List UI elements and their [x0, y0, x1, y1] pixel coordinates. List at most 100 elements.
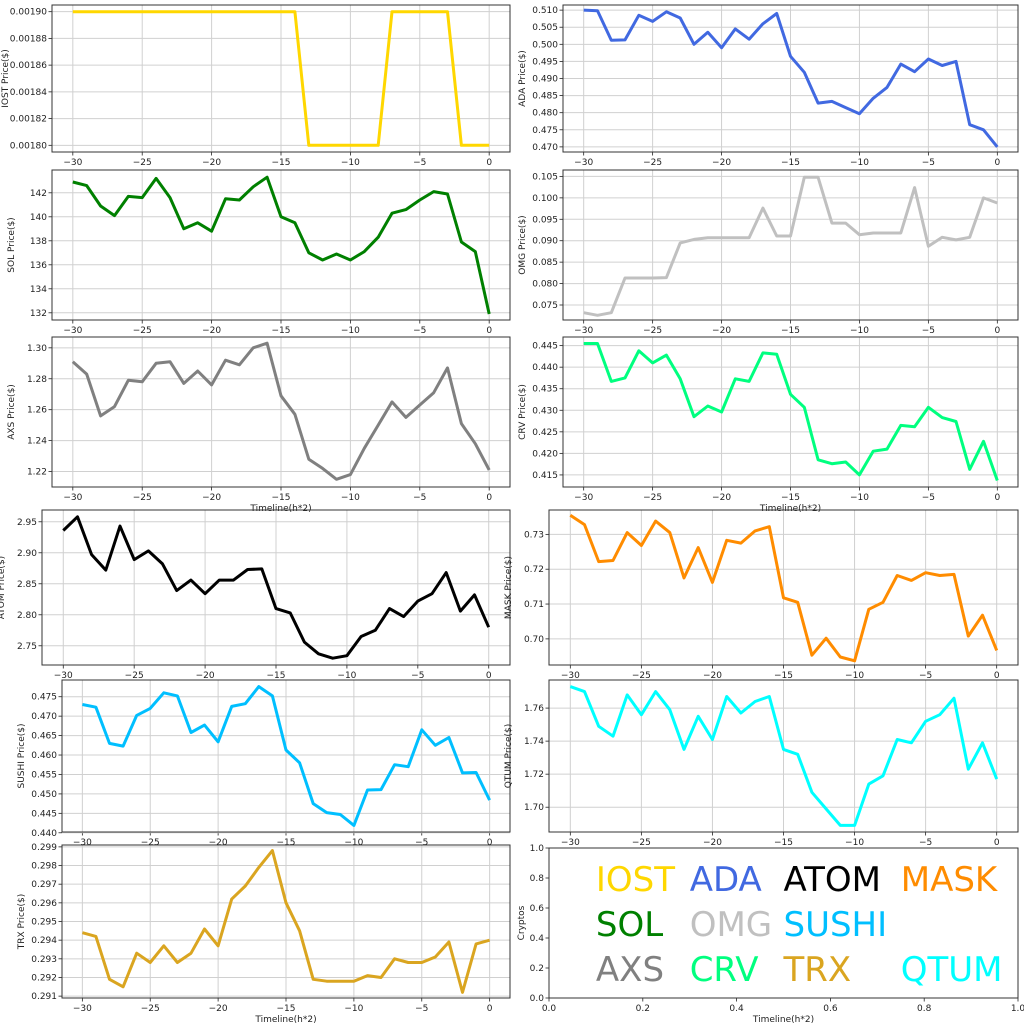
- x-tick-label: 0: [486, 671, 492, 681]
- y-tick-label: 0.455: [31, 770, 57, 780]
- x-tick-label: 1.0: [1011, 1004, 1024, 1014]
- x-tick-label: −5: [922, 158, 935, 168]
- y-tick-label: 138: [30, 237, 47, 247]
- x-tick-label: −10: [341, 326, 360, 336]
- x-tick-label: −25: [125, 671, 144, 681]
- x-tick-label: 0.8: [917, 1004, 932, 1014]
- axes-frame: [562, 4, 1019, 153]
- panel-trx: −30 −25 −20 −15 −10 −5 0 0.291 0.292 0.293 0.294 0.…: [17, 843, 511, 1024]
- x-tick-label: −25: [643, 158, 662, 168]
- y-tick-label: 2.90: [17, 549, 37, 559]
- y-tick-label: 0.71: [524, 600, 544, 610]
- x-tick-label: −25: [632, 838, 651, 848]
- y-axis-label: IOST Price($): [1, 49, 11, 108]
- y-tick-label: 0.440: [532, 363, 558, 373]
- y-tick-label: 0.095: [532, 215, 558, 225]
- x-tick-label: 0: [486, 493, 492, 503]
- x-tick-label: −30: [63, 493, 82, 503]
- y-tick-label: 0.475: [532, 126, 558, 136]
- panel-legend: 0.0 0.2 0.4 0.6 0.8 1.0 0.0 0.2 0.4 0.6 0.8 1.0 Cryp…: [517, 844, 1024, 1024]
- x-tick-label: −20: [209, 838, 228, 848]
- y-axis-label: Cryptos: [517, 905, 527, 940]
- x-tick-label: −20: [202, 493, 221, 503]
- x-tick-label: −25: [133, 326, 152, 336]
- y-tick-label: 0.430: [532, 406, 558, 416]
- y-tick-label: 134: [30, 285, 47, 295]
- x-tick-label: 0: [994, 326, 1000, 336]
- y-tick-label: 0.73: [524, 530, 544, 540]
- x-tick-label: −15: [272, 326, 291, 336]
- x-tick-label: −20: [703, 838, 722, 848]
- x-tick-label: −30: [54, 671, 73, 681]
- x-tick-label: −25: [133, 493, 152, 503]
- y-tick-label: 0.505: [532, 23, 558, 33]
- y-tick-label: 0.460: [31, 751, 57, 761]
- x-tick-label: 0: [994, 671, 1000, 681]
- x-tick-label: −10: [344, 838, 363, 848]
- y-tick-label: 0.490: [532, 75, 558, 85]
- axes-frame: [548, 509, 1019, 666]
- legend-label-ada: ADA: [690, 860, 762, 900]
- panel-sushi: −30 −25 −20 −15 −10 −5 0 0.440 0.445 0.450 0.455 0.…: [17, 679, 511, 848]
- x-tick-label: −15: [272, 493, 291, 503]
- y-axis-label: SOL Price($): [7, 217, 17, 272]
- x-tick-label: −20: [712, 493, 731, 503]
- axes-frame: [51, 4, 511, 153]
- y-tick-label: 1.22: [27, 468, 47, 478]
- series-line-mask: [569, 513, 999, 663]
- x-tick-label: 0: [994, 838, 1000, 848]
- y-tick-label: 0.00190: [10, 8, 47, 18]
- panel-atom: −30 −25 −20 −15 −10 −5 0 2.75 2.80 2.85 2.90 2.95 AT…: [0, 509, 511, 681]
- axes-frame: [61, 679, 511, 833]
- y-tick-label: 0.105: [532, 172, 558, 182]
- axes-frame: [562, 336, 1019, 488]
- x-tick-label: −10: [850, 493, 869, 503]
- y-tick-label: 0.00184: [10, 88, 47, 98]
- y-tick-label: 0.435: [532, 385, 558, 395]
- y-tick-label: 0.291: [31, 992, 57, 1002]
- x-tick-label: −25: [643, 326, 662, 336]
- y-tick-label: 1.0: [530, 844, 545, 854]
- y-axis-label: QTUM Price($): [504, 724, 514, 789]
- y-tick-label: 1.26: [27, 406, 47, 416]
- y-tick-label: 0.293: [31, 955, 57, 965]
- panel-iost: −30 −25 −20 −15 −10 −5 0 0.00180 0.00182 0.00184 0…: [1, 4, 511, 168]
- y-tick-label: 140: [30, 213, 47, 223]
- x-tick-label: −5: [919, 671, 932, 681]
- x-tick-label: −10: [845, 671, 864, 681]
- y-tick-label: 0.080: [532, 280, 558, 290]
- y-tick-label: 0.485: [532, 92, 558, 102]
- y-tick-label: 0.090: [532, 237, 558, 247]
- x-tick-label: −30: [73, 838, 92, 848]
- y-tick-label: 0.4: [530, 934, 545, 944]
- y-tick-label: 0.298: [31, 862, 57, 872]
- y-tick-label: 0.425: [532, 428, 558, 438]
- x-tick-label: −30: [63, 158, 82, 168]
- y-tick-label: 0.495: [532, 57, 558, 67]
- y-axis-label: MASK Price($): [504, 556, 514, 619]
- y-tick-label: 0.075: [532, 301, 558, 311]
- x-tick-label: −5: [413, 326, 426, 336]
- y-tick-label: 0.0: [530, 994, 545, 1004]
- x-tick-label: 0.0: [542, 1004, 557, 1014]
- legend-label-crv: CRV: [690, 950, 759, 990]
- y-tick-label: 0.6: [530, 904, 545, 914]
- y-tick-label: 0.2: [530, 964, 544, 974]
- y-tick-label: 132: [30, 309, 47, 319]
- y-tick-label: 0.450: [31, 790, 57, 800]
- panel-axs: −30 −25 −20 −15 −10 −5 0 1.22 1.24 1.26 1.28 1.30 AX…: [7, 336, 511, 514]
- x-tick-label: −20: [202, 326, 221, 336]
- x-tick-label: −5: [413, 158, 426, 168]
- x-tick-label: −30: [574, 158, 593, 168]
- y-axis-label: TRX Price($): [17, 894, 27, 950]
- x-tick-label: −10: [341, 158, 360, 168]
- x-tick-label: −25: [133, 158, 152, 168]
- x-tick-label: −15: [781, 158, 800, 168]
- x-tick-label: −20: [196, 671, 215, 681]
- y-axis-label: ATOM Price($): [0, 556, 7, 619]
- y-tick-label: 0.72: [524, 565, 544, 575]
- axes-frame: [61, 844, 511, 999]
- x-tick-label: −30: [574, 326, 593, 336]
- y-tick-label: 142: [30, 189, 47, 199]
- x-tick-label: 0.2: [636, 1004, 650, 1014]
